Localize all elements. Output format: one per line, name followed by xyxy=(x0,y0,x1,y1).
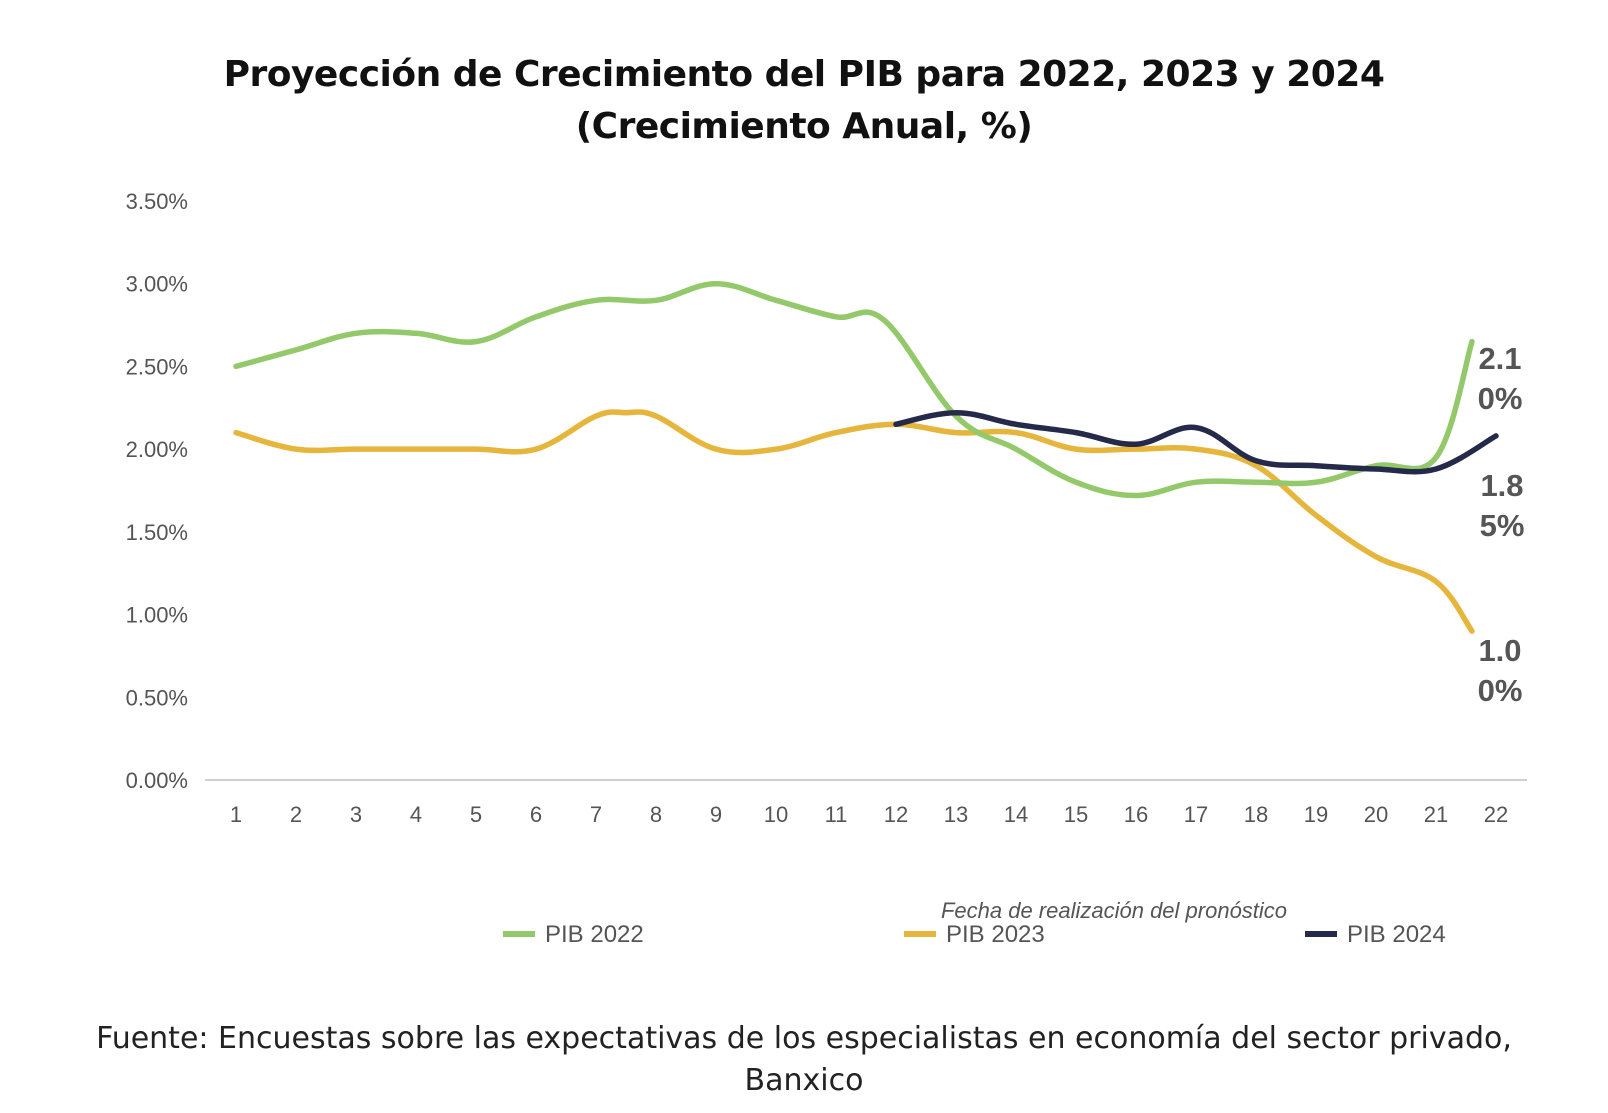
end-value-label: 2.1 xyxy=(1478,341,1521,376)
end-value-label: 5% xyxy=(1480,508,1525,543)
y-tick-label: 2.50% xyxy=(126,354,188,379)
y-tick-label: 0.00% xyxy=(126,768,188,793)
end-value-label: 0% xyxy=(1478,381,1523,416)
x-axis: 1 2 3 4 5 6 7 8 9 10 11 12 13 14 15 16 17 18 19 20 21 22 xyxy=(230,802,1508,827)
source-line-2: Banxico xyxy=(744,1063,864,1098)
x-tick-label: 21 xyxy=(1424,802,1448,827)
x-tick-label: 9 xyxy=(710,802,722,827)
x-tick-label: 7 xyxy=(590,802,602,827)
chart-subtitle: (Crecimiento Anual, %) xyxy=(575,106,1033,147)
x-tick-label: 22 xyxy=(1484,802,1508,827)
x-tick-label: 3 xyxy=(350,802,362,827)
end-value-label: 1.8 xyxy=(1480,468,1523,503)
legend: PIB 2022 PIB 2023 PIB 2024 xyxy=(503,921,1446,948)
y-tick-label: 1.00% xyxy=(126,603,188,628)
y-tick-label: 3.00% xyxy=(126,272,188,297)
x-axis-label: Fecha de realización del pronóstico xyxy=(941,898,1287,923)
y-axis: 0.00% 0.50% 1.00% 1.50% 2.00% 2.50% 3.00% 3.50% xyxy=(126,189,188,793)
x-tick-label: 11 xyxy=(825,802,848,827)
x-tick-label: 10 xyxy=(764,802,788,827)
source-line-1: Fuente: Encuestas sobre las expectativas… xyxy=(96,1021,1512,1056)
x-tick-label: 15 xyxy=(1064,802,1088,827)
x-tick-label: 2 xyxy=(290,802,302,827)
series-line-pib-2024 xyxy=(893,409,1499,475)
y-tick-label: 1.50% xyxy=(126,520,188,545)
x-tick-label: 13 xyxy=(944,802,968,827)
legend-label: PIB 2022 xyxy=(545,921,644,948)
end-value-label: 0% xyxy=(1478,673,1523,708)
x-tick-label: 19 xyxy=(1304,802,1328,827)
x-tick-label: 6 xyxy=(530,802,542,827)
x-tick-label: 20 xyxy=(1364,802,1388,827)
end-labels: 2.1 0% 1.8 5% 1.0 0% xyxy=(1478,341,1525,708)
x-tick-label: 12 xyxy=(884,802,908,827)
line-chart: 0.00%0.50%1.00%1.50%2.00%2.50%3.00%3.50%… xyxy=(126,189,1527,948)
series-line-pib-2023 xyxy=(233,409,1475,634)
x-tick-label: 4 xyxy=(410,802,422,827)
y-tick-label: 3.50% xyxy=(126,189,188,214)
chart-title: Proyección de Crecimiento del PIB para 2… xyxy=(223,54,1385,95)
series-line-pib-2022 xyxy=(233,280,1475,499)
x-tick-label: 5 xyxy=(470,802,482,827)
x-tick-label: 14 xyxy=(1004,802,1028,827)
y-tick-label: 2.00% xyxy=(126,437,188,462)
x-tick-label: 1 xyxy=(230,802,242,827)
y-tick-label: 0.50% xyxy=(126,685,188,710)
source-note: Fuente: Encuestas sobre las expectativas… xyxy=(40,1018,1568,1102)
end-value-label: 1.0 xyxy=(1478,633,1521,668)
legend-label: PIB 2024 xyxy=(1347,921,1446,948)
series-lines xyxy=(233,280,1499,634)
x-tick-label: 18 xyxy=(1244,802,1268,827)
legend-label: PIB 2023 xyxy=(946,921,1045,948)
x-tick-label: 17 xyxy=(1184,802,1208,827)
x-tick-label: 8 xyxy=(650,802,662,827)
x-tick-label: 16 xyxy=(1124,802,1148,827)
